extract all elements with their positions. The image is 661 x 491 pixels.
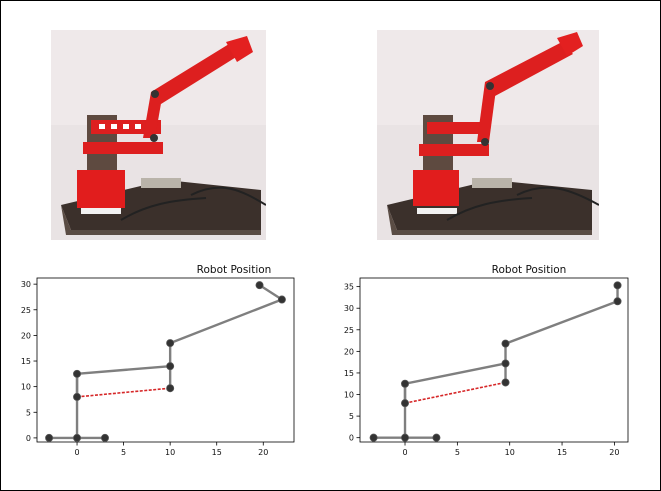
robot-arm-illustration <box>51 30 266 240</box>
robot-position-chart-left: 0 5 10 15 20 0 5 10 15 20 25 30 <box>21 277 295 457</box>
y-tick-label: 5 <box>349 412 354 421</box>
joint-marker <box>73 392 82 401</box>
joint-marker <box>73 433 82 442</box>
joint-marker <box>501 378 510 387</box>
joint-marker <box>73 369 82 378</box>
x-tick-label: 5 <box>121 448 126 457</box>
y-tick-label: 0 <box>349 434 354 443</box>
y-tick-label: 30 <box>344 304 354 313</box>
axes-frame <box>359 277 629 443</box>
joint-marker <box>45 433 54 442</box>
x-tick-label: 15 <box>557 448 567 457</box>
joint-marker <box>401 399 410 408</box>
joint-marker <box>277 295 286 304</box>
y-tick-label: 30 <box>21 280 31 289</box>
x-tick-label: 0 <box>74 448 79 457</box>
joint-marker <box>255 281 264 290</box>
y-tick-label: 35 <box>344 283 354 292</box>
y-tick-label: 20 <box>21 331 31 340</box>
joint-marker <box>401 379 410 388</box>
x-tick-label: 0 <box>402 448 407 457</box>
robot-position-chart-right: 0 5 10 15 20 0 5 10 15 20 25 30 35 <box>344 277 629 457</box>
x-tick-label: 5 <box>455 448 460 457</box>
axes-frame <box>36 277 295 443</box>
joint-marker <box>166 362 175 371</box>
joint-marker <box>401 433 410 442</box>
x-tick-label: 10 <box>505 448 515 457</box>
x-tick-label: 20 <box>609 448 619 457</box>
robot-photo-left <box>51 30 266 240</box>
joint-marker <box>613 281 622 290</box>
joint-marker <box>501 359 510 368</box>
y-tick-label: 10 <box>21 383 31 392</box>
y-tick-label: 10 <box>344 391 354 400</box>
y-tick-label: 20 <box>344 347 354 356</box>
chart-title: Robot Position <box>196 264 272 276</box>
robot-arm-illustration <box>377 30 599 240</box>
y-tick-label: 25 <box>344 326 354 335</box>
diagonal-link-line <box>76 387 171 398</box>
y-tick-label: 0 <box>26 434 31 443</box>
diagonal-link-line <box>404 381 506 404</box>
chart-title: Robot Position <box>491 264 567 276</box>
arm-link-line <box>76 284 284 376</box>
joint-marker <box>369 433 378 442</box>
y-tick-label: 15 <box>21 357 31 366</box>
joint-marker <box>166 339 175 348</box>
y-tick-label: 5 <box>26 408 31 417</box>
robot-photo-right <box>377 30 599 240</box>
joint-marker <box>166 384 175 393</box>
arm-link-line <box>404 285 619 385</box>
joint-marker <box>613 297 622 306</box>
x-tick-label: 20 <box>258 448 268 457</box>
x-tick-label: 10 <box>165 448 175 457</box>
y-tick-label: 15 <box>344 369 354 378</box>
x-tick-label: 15 <box>212 448 222 457</box>
joint-marker <box>432 433 441 442</box>
y-tick-label: 25 <box>21 306 31 315</box>
joint-marker <box>501 339 510 348</box>
joint-marker <box>100 433 109 442</box>
